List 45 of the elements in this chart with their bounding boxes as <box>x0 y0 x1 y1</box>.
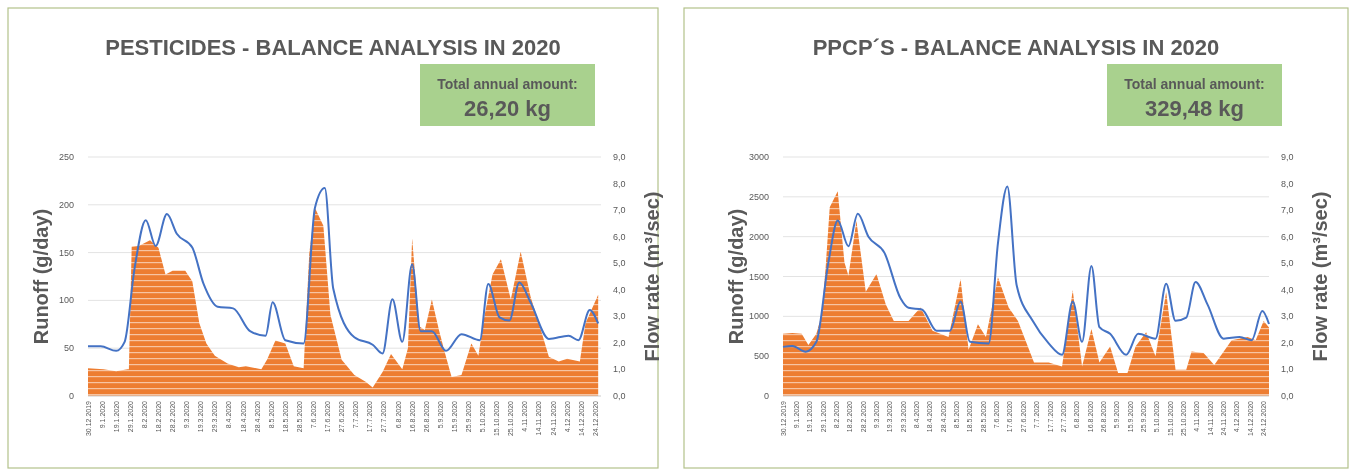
y2-tick-label: 0,0 <box>1281 391 1294 401</box>
y2-tick-label: 9,0 <box>613 152 626 162</box>
y2-tick-label: 8,0 <box>613 178 626 189</box>
y-tick-label: 200 <box>58 199 74 210</box>
y2-tick-label: 1,0 <box>1281 364 1294 375</box>
y2-tick-label: 2,0 <box>1281 337 1294 348</box>
y2-tick-label: 5,0 <box>1281 258 1294 269</box>
y2-tick-label: 3,0 <box>613 311 626 322</box>
text: Total annual amount: <box>437 76 578 92</box>
chart-title: PPCP´S - BALANCE ANALYSIS IN 2020 <box>812 35 1220 60</box>
y2-tick-label: 7,0 <box>1281 205 1294 216</box>
line-series <box>87 187 600 355</box>
y2-tick-label: 1,0 <box>613 364 626 375</box>
y-tick-label: 2000 <box>748 231 769 242</box>
y-tick-label: 50 <box>63 343 74 354</box>
y-tick-label: 100 <box>58 295 74 306</box>
y-tick-label: 250 <box>58 152 74 162</box>
y2-tick-label: 4,0 <box>613 284 626 295</box>
y2-tick-label: 8,0 <box>1281 178 1294 189</box>
y-axis-title: Runoff (g/day) <box>30 208 52 345</box>
y2-tick-label: 5,0 <box>613 258 626 269</box>
y2-tick-label: 9,0 <box>1281 152 1294 162</box>
y2-tick-label: 6,0 <box>1281 231 1294 242</box>
y2-tick-label: 4,0 <box>1281 284 1294 295</box>
y2-tick-label: 7,0 <box>613 205 626 216</box>
y-tick-label: 1500 <box>748 271 769 282</box>
y-tick-label: 0 <box>763 391 769 401</box>
y2-axis-title: Flow rate (m³/sec) <box>1309 191 1331 362</box>
y-tick-label: 1000 <box>748 311 769 322</box>
text: 329,48 kg <box>1144 96 1245 121</box>
y-axis-title: Runoff (g/day) <box>725 208 747 345</box>
text: Total annual amount: <box>1124 76 1265 92</box>
y-tick-label: 2500 <box>748 191 769 202</box>
y2-tick-label: 0,0 <box>613 391 626 401</box>
y2-tick-label: 6,0 <box>613 231 626 242</box>
y2-axis-title: Flow rate (m³/sec) <box>641 191 663 362</box>
y-tick-label: 150 <box>58 247 74 258</box>
y-tick-label: 3000 <box>748 152 769 162</box>
chart-title: PESTICIDES - BALANCE ANALYSIS IN 2020 <box>105 35 561 60</box>
y2-tick-label: 3,0 <box>1281 311 1294 322</box>
y2-tick-label: 2,0 <box>613 337 626 348</box>
y-tick-label: 0 <box>68 391 74 401</box>
text: 26,20 kg <box>464 96 551 121</box>
line-series <box>782 185 1270 356</box>
y-tick-label: 500 <box>753 351 769 362</box>
